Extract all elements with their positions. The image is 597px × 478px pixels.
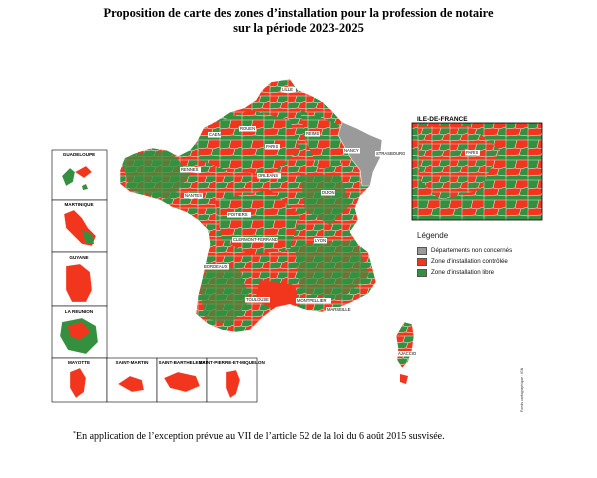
saint-martin-shape [117,375,145,393]
map-title: Proposition de carte des zones d’install… [0,6,597,36]
city-paris: PARIS [266,144,278,149]
mainland-france [119,78,383,333]
guadeloupe-shape [61,167,76,187]
saint-pierre-shape [225,369,241,399]
footnote: *En application de l’exception prévue au… [73,431,445,442]
legend-item-not-concerned: Départements non concernés [417,245,542,256]
legend-title: Légende [417,231,449,240]
city-rennes: RENNES [181,167,199,172]
label-mayotte: MAYOTTE [68,360,90,365]
map-title-line1: Proposition de carte des zones d’install… [103,6,494,20]
legend-label: Zone d'installation libre [431,269,495,276]
legend-item-controlled: Zone d'installation contrôlée [417,256,542,267]
legend-swatch-red [417,257,427,266]
city-reims: REIMS [306,131,319,136]
idf-title: ILE-DE-FRANCE [417,116,468,123]
city-poitiers: POITIERS [228,212,248,217]
corsica-islet [400,374,408,384]
city-lille: LILLE [282,87,293,92]
city-dijon: DIJON [322,190,335,195]
legend-swatch-green [417,268,427,277]
label-guyane: GUYANE [69,255,88,260]
city-labels: LILLE ROUEN CAEN REIMS PARIS NANCY STRAS… [180,87,417,357]
label-la-reunion: LA REUNION [65,309,94,314]
saint-barthelemy-shape [163,371,201,393]
label-saint-martin: SAINT-MARTIN [116,360,150,365]
label-saint-pierre: SAINT-PIERRE-ET-MIQUELON [199,360,265,365]
idf-inset: PARIS [411,122,543,221]
label-guadeloupe: GUADELOUPE [63,152,95,157]
footnote-text: En application de l’exception prévue au … [76,431,445,442]
overseas-insets: GUADELOUPE MARTINIQUE GUYANE LA REUNION … [51,149,265,403]
city-caen: CAEN [209,132,221,137]
city-rouen: ROUEN [240,126,255,131]
label-martinique: MARTINIQUE [64,202,93,207]
legend-label: Départements non concernés [431,247,513,254]
legend-swatch-grey [417,246,427,255]
footnote-mark: * [73,431,76,437]
city-orleans: ORLEANS [258,173,278,178]
city-montpellier: MONTPELLIER [297,298,327,303]
label-saint-barthelemy: SAINT-BARTHELEMY [159,360,206,365]
city-lyon: LYON [315,238,326,243]
city-nancy: NANCY [344,148,359,153]
city-nantes: NANTES [185,193,202,198]
legend: Légende Départements non concernés Zone … [417,231,542,278]
mayotte-shape [69,367,87,399]
idf-paris-label: PARIS [466,150,478,155]
city-ajaccio: AJACCIO [398,351,417,356]
city-strasbourg: STRASBOURG [376,151,405,156]
legend-label: Zone d'installation contrôlée [431,258,508,265]
city-bordeaux: BORDEAUX [204,264,228,269]
guyane-shape [65,263,93,303]
map-title-line2: sur la période 2023-2025 [233,21,364,35]
corsica [395,321,415,369]
legend-item-free: Zone d'installation libre [417,267,542,278]
city-clermont-ferrand: CLERMONT-FERRAND [233,237,278,242]
city-toulouse: TOULOUSE [246,297,269,302]
source-credit: Fonds cartographique : IGN [520,367,524,412]
city-marseille: MARSEILLE [327,307,351,312]
